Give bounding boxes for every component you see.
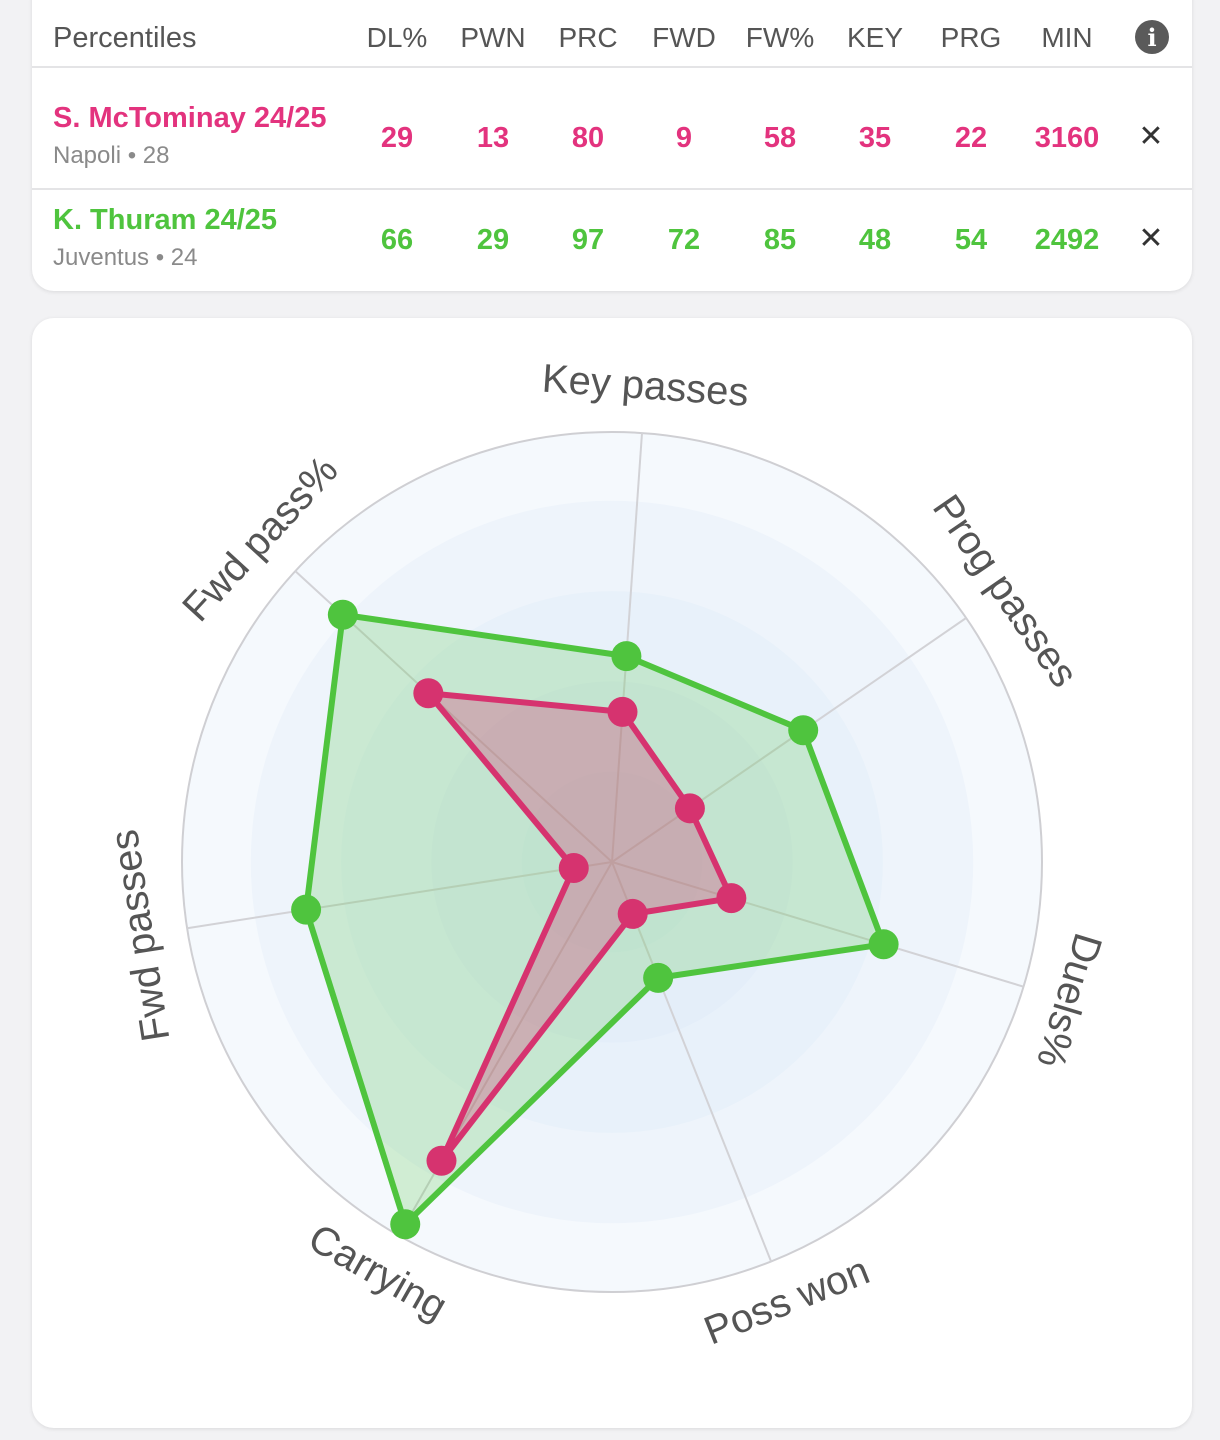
radar-point[interactable] bbox=[617, 898, 648, 929]
stat-value: 3160 bbox=[1034, 122, 1100, 154]
column-header-dl[interactable]: DL% bbox=[366, 22, 428, 53]
column-header-fwd[interactable]: FWD bbox=[652, 22, 716, 53]
radar-chart-card: Key passes Prog passes Duels% Poss won Carry… bbox=[32, 318, 1192, 1428]
column-header-prg[interactable]: PRG bbox=[940, 22, 1002, 53]
radar-series-area bbox=[425, 690, 735, 1164]
table-header: Percentiles DL% PWN PRC FWD FW% KEY PRG … bbox=[32, 0, 1192, 68]
column-header-min[interactable]: MIN bbox=[1041, 22, 1093, 53]
column-header-pwn[interactable]: PWN bbox=[460, 22, 526, 53]
radar-point[interactable] bbox=[607, 696, 638, 727]
radar-axis-label: Fwd passes bbox=[102, 827, 178, 1045]
stat-value: 66 bbox=[380, 224, 414, 256]
stat-value: 35 bbox=[858, 122, 892, 154]
table-title: Percentiles bbox=[53, 22, 197, 54]
stat-value: 9 bbox=[675, 122, 693, 154]
radar-point[interactable] bbox=[390, 1209, 421, 1240]
radar-point[interactable] bbox=[413, 678, 444, 709]
percentiles-table: Percentiles DL% PWN PRC FWD FW% KEY PRG … bbox=[32, 0, 1192, 291]
stat-value: 2492 bbox=[1034, 224, 1100, 256]
radar-point[interactable] bbox=[643, 962, 674, 993]
radar-point[interactable] bbox=[611, 641, 642, 672]
radar-point[interactable] bbox=[291, 894, 322, 925]
column-header-key[interactable]: KEY bbox=[846, 22, 904, 53]
player-team-age: Juventus • 24 bbox=[53, 244, 198, 271]
radar-point[interactable] bbox=[558, 852, 589, 883]
radar-spoke bbox=[611, 861, 773, 1262]
table-row[interactable]: S. McTominay 24/25 Napoli • 28 29 13 80 … bbox=[32, 88, 1192, 190]
stat-value: 48 bbox=[858, 224, 892, 256]
radar-axis-label: Key passes bbox=[541, 357, 750, 415]
column-header-fw[interactable]: FW% bbox=[745, 22, 815, 53]
radar-series-area bbox=[303, 611, 887, 1228]
player-name: S. McTominay 24/25 bbox=[53, 102, 327, 134]
radar-spoke bbox=[611, 861, 1024, 988]
stat-value: 85 bbox=[763, 224, 797, 256]
column-header-prc[interactable]: PRC bbox=[558, 22, 618, 53]
radar-point[interactable] bbox=[327, 599, 358, 630]
radar-point[interactable] bbox=[716, 883, 747, 914]
close-icon[interactable]: ✕ bbox=[1138, 222, 1164, 255]
stat-value: 29 bbox=[476, 224, 510, 256]
stat-value: 29 bbox=[380, 122, 414, 154]
info-icon[interactable]: i bbox=[1135, 20, 1169, 54]
player-name: K. Thuram 24/25 bbox=[53, 204, 278, 236]
stat-value: 97 bbox=[571, 224, 605, 256]
radar-outer-ring bbox=[181, 431, 1043, 1293]
stat-value: 13 bbox=[476, 122, 510, 154]
radar-point[interactable] bbox=[674, 793, 705, 824]
stat-value: 80 bbox=[571, 122, 605, 154]
player-team-age: Napoli • 28 bbox=[53, 142, 170, 169]
table-row[interactable]: K. Thuram 24/25 Juventus • 24 66 29 97 7… bbox=[32, 190, 1192, 290]
radar-point[interactable] bbox=[426, 1145, 457, 1176]
radar-spoke bbox=[611, 617, 967, 863]
radar-axis-label: Duels% bbox=[1028, 928, 1110, 1073]
stat-value: 58 bbox=[763, 122, 797, 154]
radar-point[interactable] bbox=[868, 929, 899, 960]
radar-spoke bbox=[186, 861, 613, 930]
stat-value: 22 bbox=[954, 122, 988, 154]
stat-value: 72 bbox=[667, 224, 701, 256]
stat-value: 54 bbox=[954, 224, 988, 256]
close-icon[interactable]: ✕ bbox=[1138, 120, 1164, 153]
radar-point[interactable] bbox=[788, 715, 819, 746]
